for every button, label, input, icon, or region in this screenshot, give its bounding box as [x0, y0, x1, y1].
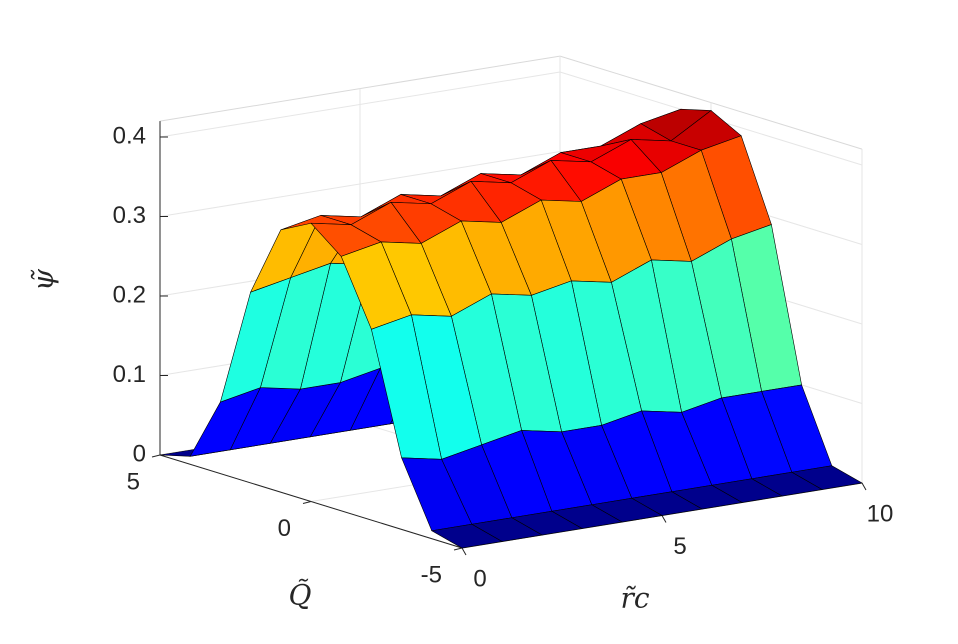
tick-mark [661, 515, 667, 523]
surface-patch [430, 523, 503, 549]
x-axis-label: r̃c [620, 582, 649, 615]
tick-mark [453, 547, 463, 551]
z-tick-label: 0.1 [113, 361, 146, 388]
y-tick-label: -5 [421, 561, 442, 588]
z-tick-label: 0.3 [113, 202, 146, 229]
tick-mark [302, 501, 312, 504]
z-axis-label: ψ̃ [27, 268, 60, 291]
tick-mark [861, 482, 867, 491]
z-tick-label: 0.4 [113, 122, 146, 149]
x-tick-label: 5 [673, 533, 686, 560]
tick-mark [461, 547, 467, 556]
tick-mark [151, 454, 161, 458]
y-axis-label: Q̃ [289, 578, 312, 611]
y-tick-label: 0 [278, 515, 291, 542]
z-tick-label: 0.2 [113, 281, 146, 308]
x-tick-label: 10 [867, 500, 894, 527]
z-tick-label: 0 [133, 440, 146, 467]
x-tick-label: 0 [473, 565, 486, 592]
y-tick-label: 5 [127, 468, 140, 495]
